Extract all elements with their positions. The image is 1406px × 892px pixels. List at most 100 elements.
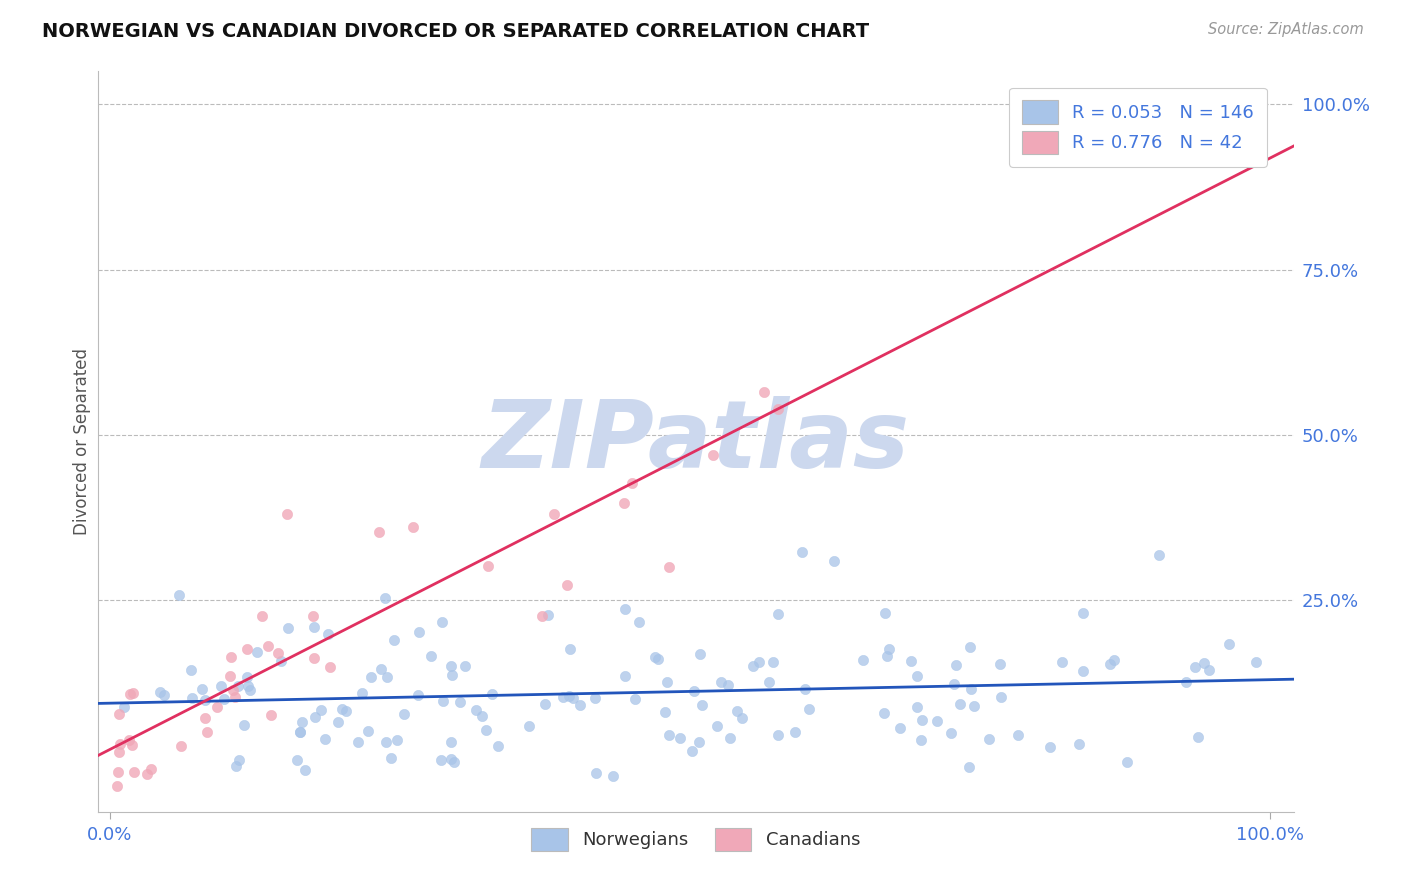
Point xyxy=(988,657,1011,671)
Point xyxy=(110,737,132,751)
Point xyxy=(335,704,357,718)
Point xyxy=(290,725,312,739)
Point xyxy=(688,735,710,749)
Point xyxy=(449,695,471,709)
Point xyxy=(228,753,250,767)
Point xyxy=(375,670,398,684)
Point xyxy=(347,735,370,749)
Point xyxy=(644,650,666,665)
Point xyxy=(620,475,643,490)
Point xyxy=(350,685,373,699)
Point xyxy=(225,758,247,772)
Point xyxy=(374,734,396,748)
Point xyxy=(877,642,900,657)
Point xyxy=(374,591,396,605)
Point xyxy=(406,688,429,702)
Text: Source: ZipAtlas.com: Source: ZipAtlas.com xyxy=(1208,22,1364,37)
Point xyxy=(276,508,298,522)
Point xyxy=(368,524,391,539)
Point xyxy=(430,753,453,767)
Point xyxy=(613,496,636,510)
Point xyxy=(942,676,965,690)
Point xyxy=(370,661,392,675)
Point xyxy=(957,760,980,774)
Point xyxy=(319,659,342,673)
Point xyxy=(1067,737,1090,751)
Point xyxy=(465,703,488,717)
Point xyxy=(419,649,441,664)
Point xyxy=(260,707,283,722)
Point xyxy=(561,691,583,706)
Point xyxy=(219,669,242,683)
Point xyxy=(748,655,770,669)
Point xyxy=(613,669,636,683)
Point xyxy=(758,675,780,690)
Point xyxy=(169,588,191,602)
Point xyxy=(558,642,581,657)
Point xyxy=(658,560,681,574)
Y-axis label: Divorced or Separated: Divorced or Separated xyxy=(73,348,91,535)
Point xyxy=(294,763,316,777)
Point xyxy=(960,682,983,697)
Point xyxy=(246,645,269,659)
Point xyxy=(222,682,245,697)
Point xyxy=(551,690,574,704)
Point xyxy=(910,732,932,747)
Point xyxy=(533,697,555,711)
Point xyxy=(1115,755,1137,769)
Point xyxy=(250,609,273,624)
Point xyxy=(302,608,325,623)
Point xyxy=(823,554,845,568)
Point xyxy=(613,601,636,615)
Point xyxy=(873,606,896,620)
Point xyxy=(170,739,193,753)
Point xyxy=(717,678,740,692)
Point xyxy=(742,659,765,673)
Point xyxy=(1147,548,1170,562)
Point xyxy=(205,699,228,714)
Point xyxy=(873,706,896,721)
Point xyxy=(236,641,259,656)
Point xyxy=(1225,117,1247,131)
Point xyxy=(285,753,308,767)
Point xyxy=(1071,606,1094,620)
Point xyxy=(977,731,1000,746)
Point xyxy=(766,607,789,621)
Point xyxy=(139,762,162,776)
Point xyxy=(1192,657,1215,671)
Point xyxy=(432,615,454,630)
Point xyxy=(475,723,498,737)
Point xyxy=(382,632,405,647)
Point xyxy=(360,670,382,684)
Point xyxy=(1050,655,1073,669)
Point xyxy=(939,725,962,739)
Point xyxy=(408,625,430,640)
Point xyxy=(402,520,425,534)
Point xyxy=(357,723,380,738)
Point xyxy=(537,608,560,623)
Point xyxy=(118,687,141,701)
Point xyxy=(683,684,706,698)
Point xyxy=(471,709,494,723)
Point xyxy=(270,654,292,668)
Point xyxy=(555,578,578,592)
Point xyxy=(486,739,509,754)
Point xyxy=(1184,660,1206,674)
Point xyxy=(900,655,922,669)
Point xyxy=(238,680,260,694)
Point xyxy=(1102,653,1125,667)
Point xyxy=(440,659,463,673)
Point xyxy=(706,719,728,733)
Point xyxy=(558,689,581,703)
Point xyxy=(768,727,790,741)
Point xyxy=(257,640,280,654)
Point xyxy=(785,725,807,739)
Point xyxy=(718,731,741,745)
Point xyxy=(1198,663,1220,677)
Point xyxy=(766,401,789,416)
Point xyxy=(690,698,713,713)
Point xyxy=(702,448,724,462)
Point xyxy=(762,656,785,670)
Point xyxy=(752,385,775,400)
Point xyxy=(441,668,464,682)
